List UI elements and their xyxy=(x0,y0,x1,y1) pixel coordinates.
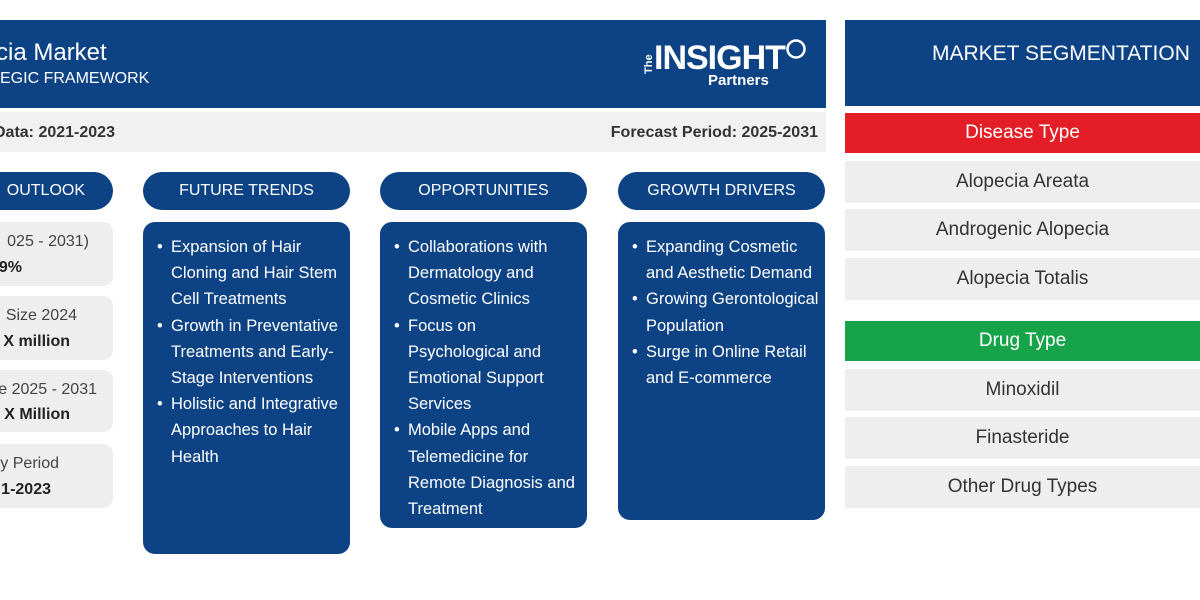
list-item: Mobile Apps and Telemedicine for Remote … xyxy=(390,417,581,522)
segment-item: Androgenic Alopecia xyxy=(845,209,1200,251)
outlook-card: Size 2024 X million xyxy=(0,296,113,360)
company-logo: The INSIGHT Partners xyxy=(640,38,806,94)
outlook-card: 025 - 2031) 9% xyxy=(0,222,113,286)
list-item: Growing Gerontological Population xyxy=(628,286,819,338)
outlook-card-label: e 2025 - 2031 xyxy=(0,381,97,398)
page-title: cia Market xyxy=(0,39,107,66)
outlook-card: e 2025 - 2031 X Million xyxy=(0,370,113,432)
outlook-card: y Period 1-2023 xyxy=(0,444,113,508)
segment-item: Minoxidil xyxy=(845,369,1200,411)
svg-text:The: The xyxy=(643,54,655,74)
list-item: Holistic and Integrative Approaches to H… xyxy=(153,391,344,470)
segment-item: Other Drug Types xyxy=(845,466,1200,508)
disease-type-header: Disease Type xyxy=(845,113,1200,153)
logo-prefix-icon: The xyxy=(643,54,655,74)
outlook-card-value: X Million xyxy=(4,406,70,423)
outlook-card-label: y Period xyxy=(0,455,59,472)
outlook-card-value: 9% xyxy=(0,259,22,276)
segment-item: Alopecia Totalis xyxy=(845,258,1200,300)
outlook-card-value: 1-2023 xyxy=(1,481,51,498)
outlook-card-label: 025 - 2031) xyxy=(7,233,89,250)
outlook-pill: OUTLOOK xyxy=(0,172,113,210)
historic-data-label: Data: 2021-2023 xyxy=(0,124,115,141)
page-subtitle: EGIC FRAMEWORK xyxy=(0,70,150,87)
future-trends-box: Expansion of Hair Cloning and Hair Stem … xyxy=(143,222,350,554)
outlook-card-label: Size 2024 xyxy=(5,307,77,324)
header-banner xyxy=(0,20,826,108)
list-item: Growth in Preventative Treatments and Ea… xyxy=(153,313,344,392)
drug-type-header: Drug Type xyxy=(845,321,1200,361)
list-item: Focus on Psychological and Emotional Sup… xyxy=(390,313,581,418)
logo-swirl-icon xyxy=(786,39,806,59)
segmentation-title: MARKET SEGMENTATION xyxy=(932,42,1190,65)
logo-brand: INSIGHT xyxy=(654,39,786,77)
list-item: Collaborations with Dermatology and Cosm… xyxy=(390,234,581,313)
period-strip xyxy=(0,112,826,152)
logo-sub: Partners xyxy=(708,72,769,89)
segmentation-header xyxy=(845,20,1200,106)
outlook-card-value: X million xyxy=(3,333,70,350)
segment-item: Finasteride xyxy=(845,417,1200,459)
list-item: Expansion of Hair Cloning and Hair Stem … xyxy=(153,234,344,313)
opportunities-box: Collaborations with Dermatology and Cosm… xyxy=(380,222,587,528)
list-item: Surge in Online Retail and E-commerce xyxy=(628,339,819,391)
opportunities-pill: OPPORTUNITIES xyxy=(380,172,587,210)
segment-item: Alopecia Areata xyxy=(845,161,1200,203)
future-trends-pill: FUTURE TRENDS xyxy=(143,172,350,210)
growth-drivers-pill: GROWTH DRIVERS xyxy=(618,172,825,210)
growth-drivers-box: Expanding Cosmetic and Aesthetic Demand … xyxy=(618,222,825,520)
forecast-period-label: Forecast Period: 2025-2031 xyxy=(610,124,818,141)
list-item: Expanding Cosmetic and Aesthetic Demand xyxy=(628,234,819,286)
